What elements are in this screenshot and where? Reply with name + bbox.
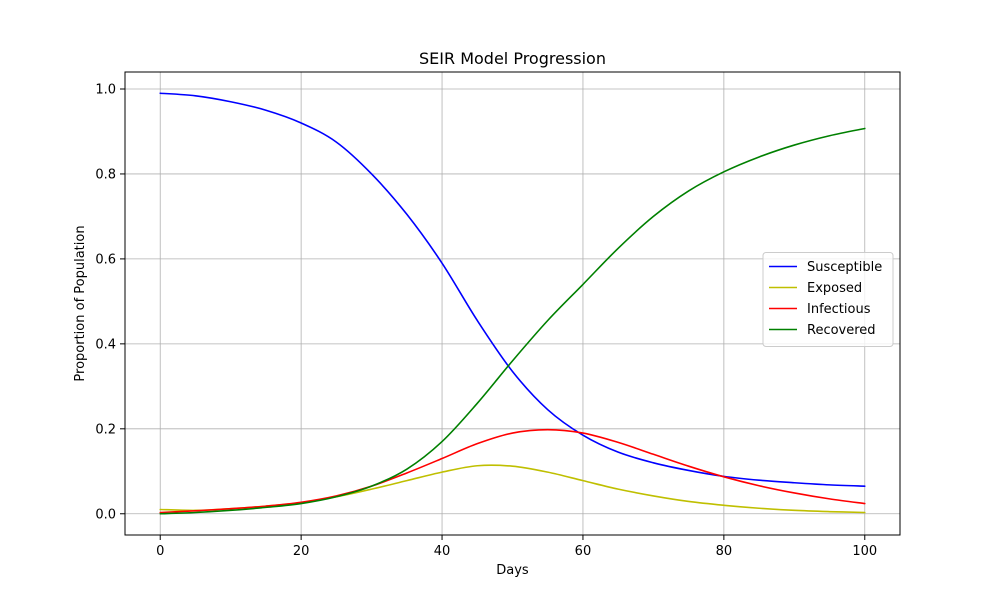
y-axis-title: Proportion of Population: [73, 225, 88, 381]
y-tick-label: 0.4: [95, 337, 116, 352]
x-axis-title: Days: [496, 563, 529, 578]
legend-box: [762, 252, 894, 347]
series-line-recovered: [159, 127, 866, 515]
plot-frame: [124, 71, 901, 536]
legend-label-susceptible: Susceptible: [807, 260, 882, 275]
series-lines: [159, 92, 866, 515]
x-tick-label: 100: [852, 544, 877, 559]
x-tick-label: 0: [156, 544, 164, 559]
x-tick-label: 60: [575, 544, 592, 559]
y-tick-label: 0.2: [95, 422, 116, 437]
legend-label-infectious: Infectious: [807, 302, 871, 317]
y-tick-label: 0.0: [95, 507, 116, 522]
y-tick-label: 0.6: [95, 252, 116, 267]
legend: Susceptible Exposed Infectious Recovered: [762, 252, 894, 347]
x-tick-label: 20: [293, 544, 310, 559]
legend-label-exposed: Exposed: [807, 281, 862, 296]
series-line-infectious: [159, 428, 866, 514]
axis-ticks: 0 20 40 60 80 100 0.0 0.2 0.4 0.6 0.8 1.0: [95, 82, 877, 559]
x-tick-label: 80: [716, 544, 733, 559]
legend-label-recovered: Recovered: [807, 323, 876, 338]
y-tick-label: 0.8: [95, 167, 116, 182]
series-line-susceptible: [159, 92, 866, 487]
y-tick-label: 1.0: [95, 82, 116, 97]
x-tick-label: 40: [434, 544, 451, 559]
chart-title: SEIR Model Progression: [419, 49, 606, 68]
